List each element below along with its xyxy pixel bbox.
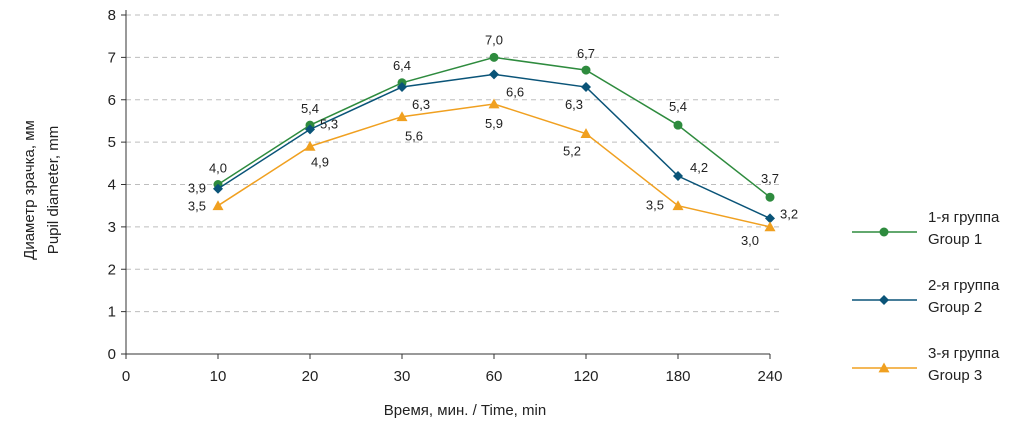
data-point <box>764 221 776 232</box>
data-point <box>879 295 889 305</box>
data-point <box>397 82 407 93</box>
series-line <box>217 73 771 220</box>
data-label: 6,6 <box>506 84 524 99</box>
data-point <box>879 227 889 237</box>
data-label: 3,0 <box>741 233 759 248</box>
x-tick-label: 240 <box>757 368 782 385</box>
data-label: 4,9 <box>311 154 329 169</box>
axes <box>121 10 771 359</box>
data-point <box>489 52 499 62</box>
data-point <box>212 200 224 211</box>
data-label: 3,5 <box>188 199 206 214</box>
x-tick-label: 20 <box>302 368 319 385</box>
x-axis-title: Время, мин. / Time, min <box>384 402 546 419</box>
data-point <box>878 362 890 373</box>
legend-label: Group 2 <box>928 299 982 316</box>
data-point <box>304 140 316 151</box>
data-label: 4,0 <box>209 161 227 176</box>
x-tick-label: 60 <box>486 368 503 385</box>
x-tick-label: 120 <box>573 368 598 385</box>
y-tick-label: 0 <box>108 346 116 363</box>
data-point <box>672 200 684 211</box>
data-point <box>673 120 683 130</box>
data-point <box>673 171 683 182</box>
legend-label: 3-я группа <box>928 345 1000 362</box>
y-tick-label: 2 <box>108 261 116 278</box>
gridlines <box>126 14 780 313</box>
y-tick-label: 4 <box>108 177 116 194</box>
data-label: 3,5 <box>646 198 664 213</box>
y-tick-label: 3 <box>108 219 116 236</box>
legend: 1-я группа Group 1 2-я группа Group 2 3-я гр… <box>852 209 1000 384</box>
data-label: 5,6 <box>405 129 423 144</box>
y-tick-labels: 0 1 2 3 4 5 6 7 8 <box>108 7 116 363</box>
data-point <box>489 69 499 80</box>
data-point <box>581 65 591 75</box>
data-point <box>580 128 592 139</box>
data-point <box>581 82 591 93</box>
data-label: 5,4 <box>301 101 319 116</box>
data-label: 5,4 <box>669 99 687 114</box>
data-label: 5,9 <box>485 116 503 131</box>
data-label: 3,7 <box>761 171 779 186</box>
legend-label: Group 3 <box>928 367 982 384</box>
data-label: 4,2 <box>690 160 708 175</box>
data-label: 3,2 <box>780 206 798 221</box>
data-label: 6,7 <box>577 46 595 61</box>
data-label: 6,3 <box>412 97 430 112</box>
x-tick-label: 180 <box>665 368 690 385</box>
x-tick-label: 30 <box>394 368 411 385</box>
legend-label: 1-я группа <box>928 209 1000 226</box>
y-axis-title-ru: Диаметр зрачка, мм <box>21 120 38 260</box>
data-labels: 4,0 5,4 6,4 7,0 6,7 5,4 3,7 3,9 5,3 6,3 6,6 6,3 4,2 3… <box>188 32 798 248</box>
legend-label: Group 1 <box>928 231 982 248</box>
data-label: 6,4 <box>393 58 411 73</box>
y-tick-label: 8 <box>108 7 116 24</box>
x-tick-labels: 0 10 20 30 60 120 180 240 <box>122 368 783 385</box>
y-tick-label: 7 <box>108 49 116 66</box>
x-tick-label: 0 <box>122 368 130 385</box>
legend-label: 2-я группа <box>928 277 1000 294</box>
data-label: 5,3 <box>320 116 338 131</box>
data-point <box>765 192 775 202</box>
y-tick-label: 6 <box>108 92 116 109</box>
data-label: 7,0 <box>485 32 503 47</box>
data-point <box>396 111 408 122</box>
y-tick-label: 5 <box>108 134 116 151</box>
data-point <box>305 124 315 135</box>
y-tick-label: 1 <box>108 304 116 321</box>
data-point <box>488 98 500 109</box>
x-tick-label: 10 <box>210 368 227 385</box>
data-point <box>765 213 775 224</box>
data-point <box>213 183 223 194</box>
data-label: 5,2 <box>563 144 581 159</box>
series-group <box>212 52 776 232</box>
data-label: 3,9 <box>188 181 206 196</box>
data-label: 6,3 <box>565 97 583 112</box>
y-axis-title-en: Pupil diameter, mm <box>45 126 62 254</box>
